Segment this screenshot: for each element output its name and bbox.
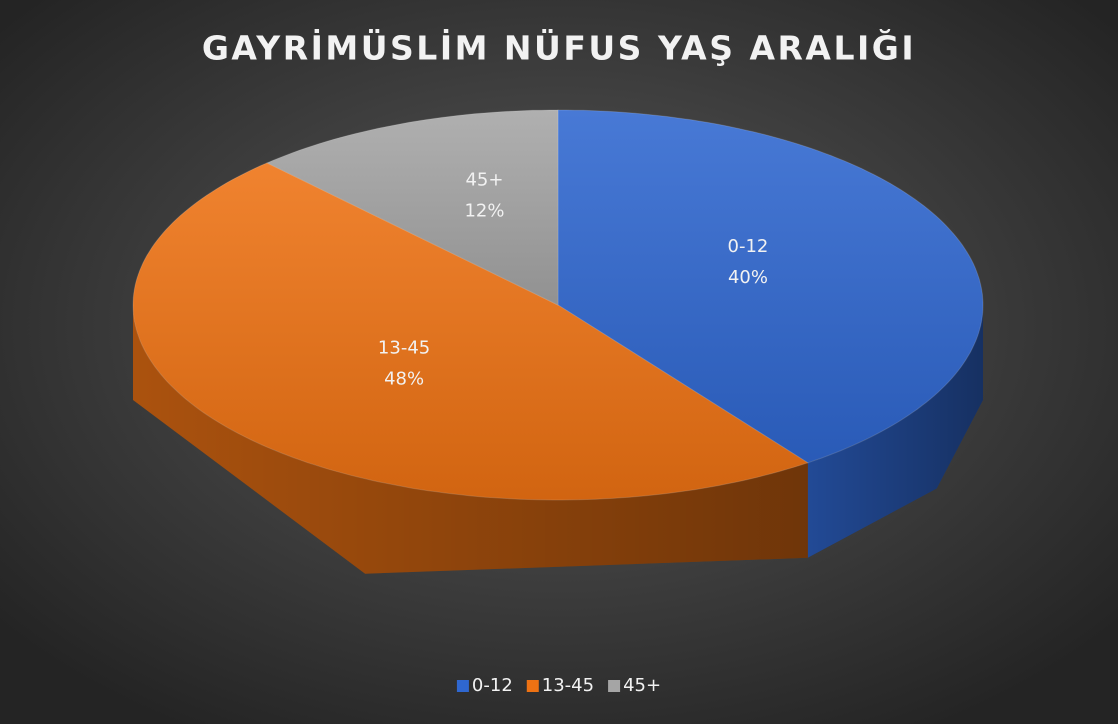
slice-shine — [267, 110, 558, 305]
slice-shine — [558, 110, 983, 463]
side-shade — [807, 305, 983, 558]
data-label-category: 13-45 — [378, 337, 430, 358]
data-label-category: 45+ — [465, 169, 503, 190]
side-shade — [133, 305, 808, 574]
data-label-value: 48% — [384, 368, 424, 389]
legend-label: 45+ — [623, 675, 661, 696]
legend-swatch — [456, 680, 469, 692]
chart-title: GAYRİMÜSLİM NÜFUS YAŞ ARALIĞI — [202, 28, 916, 68]
slice-shine — [133, 162, 808, 500]
legend-swatch — [526, 680, 539, 692]
data-label-category: 0-12 — [728, 236, 769, 257]
legend: 0-12 13-45 45+ — [456, 675, 661, 696]
data-label-value: 40% — [728, 267, 768, 288]
data-label-value: 12% — [464, 200, 504, 221]
legend-swatch — [608, 680, 621, 692]
legend-label: 13-45 — [542, 675, 594, 696]
legend-label: 0-12 — [472, 675, 513, 696]
